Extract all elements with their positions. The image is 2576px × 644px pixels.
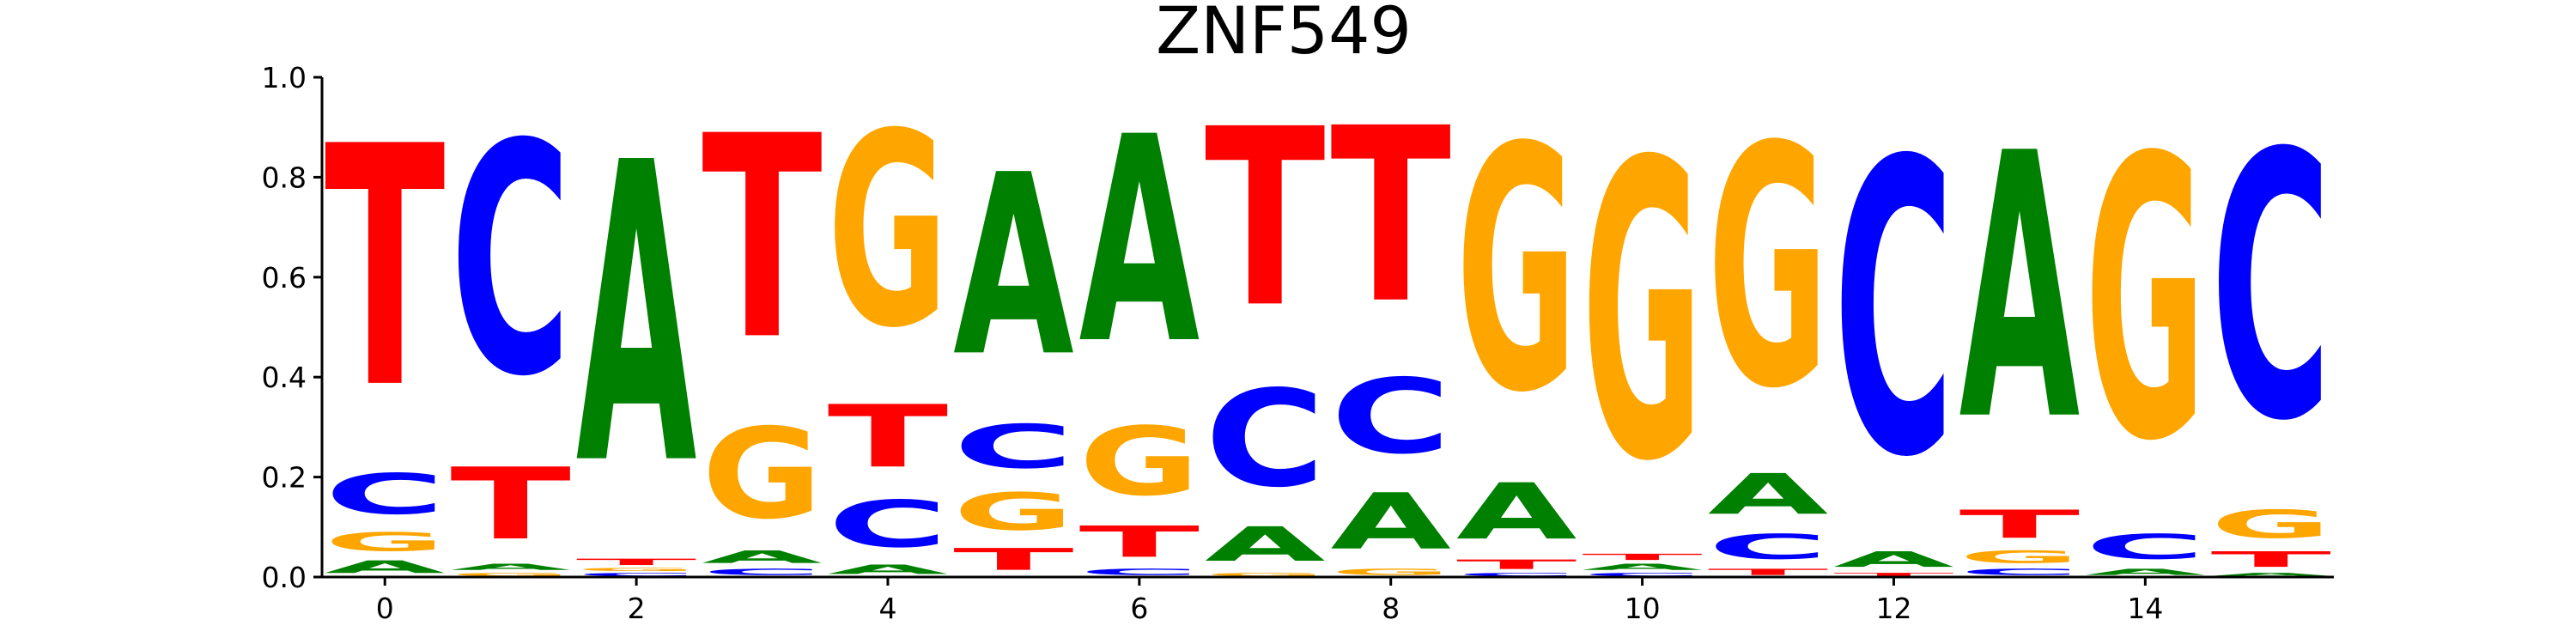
y-tick-label: 0.0	[262, 561, 307, 594]
logo-letter-A-pos4: A	[828, 562, 949, 577]
logo-letter-C-pos3: C	[702, 567, 823, 577]
x-tick-label: 10	[1625, 592, 1661, 625]
logo-letter-C-pos13: C	[1959, 567, 2081, 577]
logo-letter-A-pos13: A	[1959, 77, 2081, 501]
logo-letter-T-pos7: T	[1205, 76, 1326, 361]
logo-letter-T-pos13: T	[1959, 502, 2081, 547]
y-tick-label: 0.2	[262, 461, 307, 495]
logo-letter-A-pos11: A	[1708, 462, 1829, 527]
logo-letter-C-pos2: C	[576, 572, 697, 577]
logo-letter-T-pos3: T	[702, 78, 823, 402]
logo-letter-A-pos12: A	[1833, 547, 1954, 572]
x-tick-label: 4	[878, 592, 896, 625]
logo-letter-G-pos4: G	[828, 78, 949, 387]
logo-letter-A-pos0: A	[325, 557, 446, 577]
logo-letter-A-pos9: A	[1456, 467, 1577, 557]
logo-letter-T-pos5: T	[953, 542, 1074, 577]
y-tick-label: 0.6	[262, 261, 307, 295]
logo-letter-C-pos9: C	[1456, 572, 1577, 577]
logo-letter-T-pos6: T	[1079, 517, 1200, 567]
x-tick-label: 14	[2127, 592, 2163, 625]
chart-axes: 0.0 0.2 0.4 0.6 0.8 1.0 0 2 4 6 8 10 12 14	[262, 61, 2334, 625]
logo-letter-C-pos15: C	[2210, 76, 2331, 501]
logo-letter-T-pos12: T	[1833, 572, 1954, 577]
logo-letter-A-pos15: A	[2210, 572, 2331, 577]
logo-letter-G-pos14: G	[2085, 77, 2206, 526]
logo-letter-G-pos5: G	[953, 483, 1074, 543]
logo-letter-G-pos0: G	[325, 527, 446, 557]
logo-letter-A-pos2: A	[576, 76, 698, 556]
logo-letter-C-pos6: C	[1079, 567, 1200, 577]
logo-letter-C-pos11: C	[1708, 527, 1829, 568]
logo-letter-G-pos2: G	[576, 567, 697, 572]
logo-letter-G-pos7: G	[1205, 572, 1326, 577]
logo-letter-C-pos8: C	[1330, 357, 1451, 477]
logo-letter-T-pos0: T	[325, 76, 447, 461]
logo-letter-C-pos12: C	[1833, 76, 1954, 545]
logo-letter-A-pos6: A	[1079, 76, 1201, 406]
logo-letter-G-pos9: G	[1456, 76, 1577, 465]
x-tick-label: 8	[1382, 592, 1400, 625]
x-tick-label: 0	[376, 592, 394, 625]
logo-letter-A-pos3: A	[702, 547, 823, 567]
logo-letter-A-pos14: A	[2085, 567, 2206, 577]
logo-letter-C-pos1: C	[450, 77, 571, 446]
logo-letter-C-pos0: C	[325, 462, 446, 527]
logo-letter-A-pos5: A	[953, 123, 1074, 412]
x-tick-label: 2	[628, 592, 646, 625]
logo-letter-C-pos7: C	[1205, 362, 1326, 517]
logo-letters: AGCTGATCCGTACAGTACTGTGCACTGAGACTGACTCTAG…	[325, 76, 2331, 577]
logo-letter-T-pos9: T	[1456, 557, 1577, 572]
logo-letter-A-pos7: A	[1205, 517, 1326, 572]
logo-letter-T-pos2: T	[576, 557, 697, 568]
logo-letter-T-pos4: T	[828, 387, 949, 487]
logo-letter-C-pos4: C	[828, 488, 949, 562]
logo-letter-T-pos10: T	[1582, 552, 1703, 562]
logo-letter-C-pos10: C	[1582, 572, 1703, 577]
logo-letter-G-pos8: G	[1330, 567, 1451, 577]
logo-letter-T-pos1: T	[450, 447, 571, 562]
logo-letter-G-pos13: G	[1959, 547, 2081, 567]
chart-title: ZNF549	[1156, 0, 1412, 69]
logo-letter-G-pos6: G	[1079, 406, 1200, 516]
logo-letter-G-pos10: G	[1582, 77, 1703, 551]
logo-letter-C-pos5: C	[953, 412, 1074, 482]
logo-letter-G-pos15: G	[2210, 502, 2331, 547]
logo-letter-T-pos8: T	[1330, 76, 1451, 356]
logo-letter-A-pos10: A	[1582, 562, 1703, 573]
y-tick-label: 0.4	[262, 361, 307, 394]
logo-letter-T-pos11: T	[1708, 567, 1829, 577]
logo-letter-A-pos1: A	[450, 562, 571, 573]
logo-letter-G-pos1: G	[450, 572, 571, 577]
logo-letter-A-pos8: A	[1330, 477, 1451, 567]
y-tick-label: 0.8	[262, 161, 307, 194]
x-tick-label: 12	[1875, 592, 1911, 625]
logo-letter-G-pos3: G	[702, 403, 823, 547]
y-tick-label: 1.0	[262, 61, 307, 94]
logo-letter-C-pos14: C	[2085, 527, 2206, 568]
logo-letter-T-pos15: T	[2210, 547, 2331, 572]
x-tick-label: 6	[1130, 592, 1148, 625]
logo-letter-G-pos11: G	[1708, 78, 1829, 462]
